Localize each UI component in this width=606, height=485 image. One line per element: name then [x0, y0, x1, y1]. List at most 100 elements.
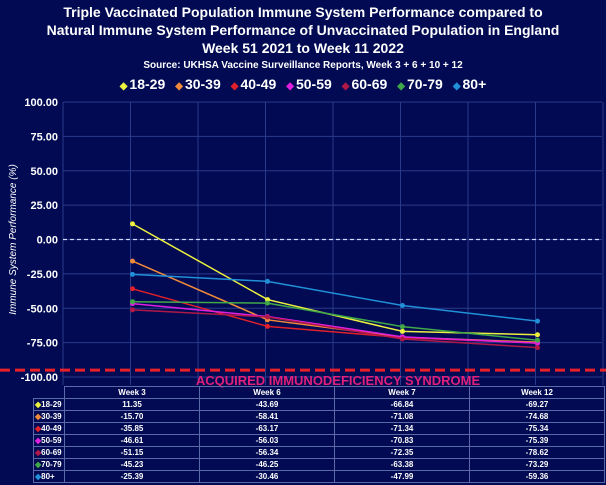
row-label-text: 40-49 — [41, 424, 62, 433]
data-point — [400, 336, 405, 342]
table-corner — [34, 387, 65, 399]
table-row-label: ◆80+ — [33, 470, 65, 483]
legend-label: 70-79 — [407, 76, 443, 92]
table-cell: -78.62 — [469, 446, 605, 459]
row-label-text: 80+ — [41, 472, 55, 481]
data-point — [130, 258, 135, 264]
aids-threshold-label: ACQUIRED IMMUNODEFICIENCY SYNDROME — [196, 373, 481, 388]
data-point — [130, 286, 135, 292]
table-cell: -72.35 — [334, 446, 470, 459]
data-point — [130, 299, 135, 305]
table-cell: -46.61 — [64, 434, 200, 447]
data-point — [400, 328, 405, 334]
y-tick-label: 25.00 — [30, 200, 58, 212]
table-cell: -74.68 — [469, 410, 605, 423]
legend-marker-icon: ◆ — [397, 81, 405, 92]
table-header-row: Week 3 Week 6 Week 7 Week 12 — [34, 386, 605, 399]
legend-marker-icon: ◆ — [35, 436, 42, 445]
table-row: ◆80+ -25.39 -30.46 -47.99 -59.36 — [33, 470, 605, 483]
series-line — [132, 273, 538, 322]
legend-label: 50-59 — [295, 76, 332, 92]
table-cell: -46.25 — [199, 458, 335, 471]
table-row: ◆50-59 -46.61 -56.03 -70.83 -75.39 — [33, 434, 605, 447]
data-point — [535, 332, 540, 338]
data-point — [130, 221, 135, 227]
legend-marker-icon: ◆ — [35, 472, 42, 481]
data-point — [265, 300, 270, 306]
table-row: ◆60-69 -51.15 -56.34 -72.35 -78.62 — [33, 446, 605, 459]
table-cell: -45.23 — [64, 458, 200, 471]
series-line — [132, 223, 538, 336]
legend-marker-icon: ◆ — [35, 460, 42, 469]
data-point — [400, 302, 405, 308]
legend-marker-icon: ◆ — [230, 81, 239, 92]
y-tick-label: 100.00 — [24, 97, 58, 109]
table-column-header: Week 7 — [334, 386, 470, 399]
legend-marker-icon: ◆ — [35, 412, 42, 421]
data-point — [265, 278, 270, 284]
table-row-label: ◆30-39 — [33, 410, 65, 423]
table-cell: -71.34 — [334, 422, 470, 435]
table-column-header: Week 6 — [199, 386, 335, 399]
table-row: ◆40-49 -35.85 -63.17 -71.34 -75.34 — [33, 422, 605, 435]
row-label-text: 50-59 — [41, 436, 62, 445]
table-row-label: ◆70-79 — [33, 458, 65, 471]
data-table: Week 3 Week 6 Week 7 Week 12 ◆18-29 11.35 -43.… — [33, 386, 605, 483]
legend-marker-icon: ◆ — [175, 81, 183, 92]
legend: ◆ 18-29 ◆ 30-39 ◆ 40-49 ◆ 50-59 ◆ 60-69 ◆ 70-79 ◆ 80+ — [0, 76, 606, 92]
table-row: ◆18-29 11.35 -43.69 -66.84 -69.27 — [33, 398, 605, 411]
legend-item: ◆ 60-69 — [342, 76, 388, 92]
table-column-header: Week 3 — [64, 386, 200, 399]
table-cell: -59.36 — [469, 470, 605, 483]
chart-title-line1: Triple Vaccinated Population Immune Syst… — [63, 4, 543, 20]
table-cell: -58.41 — [199, 410, 335, 423]
chart-subtitle: Source: UKHSA Vaccine Surveillance Repor… — [143, 60, 463, 71]
table-row-label: ◆50-59 — [33, 434, 65, 447]
legend-label: 60-69 — [351, 76, 388, 92]
row-label-text: 70-79 — [41, 460, 62, 469]
chart-title-line3: Week 51 2021 to Week 11 2022 — [202, 40, 404, 56]
table-cell: -35.85 — [64, 422, 200, 435]
y-tick-label: -50.00 — [27, 303, 58, 315]
table-cell: -56.03 — [199, 434, 335, 447]
data-point — [130, 307, 135, 313]
legend-marker-icon: ◆ — [286, 81, 294, 92]
series-70-79 — [130, 299, 540, 343]
table-row: ◆30-39 -15.70 -58.41 -71.08 -74.68 — [33, 410, 605, 423]
table-cell: -70.83 — [334, 434, 470, 447]
table-row-label: ◆60-69 — [33, 446, 65, 459]
row-label-text: 18-29 — [41, 400, 62, 409]
table-cell: -30.46 — [199, 470, 335, 483]
legend-marker-icon: ◆ — [35, 448, 42, 457]
legend-item: ◆ 18-29 — [120, 76, 166, 92]
table-row-label: ◆18-29 — [33, 398, 65, 411]
legend-label: 80+ — [462, 76, 487, 92]
legend-item: ◆ 30-39 — [175, 76, 221, 92]
series-line — [132, 302, 538, 344]
legend-marker-icon: ◆ — [341, 81, 350, 92]
legend-item: ◆ 50-59 — [286, 76, 332, 92]
data-point — [130, 271, 135, 277]
table-cell: -71.08 — [334, 410, 470, 423]
table-cell: -56.34 — [199, 446, 335, 459]
data-point — [265, 323, 270, 329]
row-label-text: 60-69 — [41, 448, 62, 457]
table-cell: -75.39 — [469, 434, 605, 447]
data-point — [535, 318, 540, 324]
row-label-text: 30-39 — [41, 412, 62, 421]
y-tick-label: -100.00 — [21, 372, 58, 384]
y-tick-label: 50.00 — [30, 166, 58, 178]
table-cell: -43.69 — [199, 398, 335, 411]
data-point — [535, 345, 540, 351]
legend-item: ◆ 70-79 — [397, 76, 443, 92]
series-line — [132, 309, 538, 349]
table-row-label: ◆40-49 — [33, 422, 65, 435]
table-cell: -47.99 — [334, 470, 470, 483]
legend-label: 30-39 — [184, 76, 221, 92]
table-cell: -75.34 — [469, 422, 605, 435]
y-tick-label: 0.00 — [37, 235, 58, 247]
legend-marker-icon: ◆ — [119, 81, 128, 92]
chart-title-line2: Natural Immune System Performance of Unv… — [46, 22, 560, 38]
